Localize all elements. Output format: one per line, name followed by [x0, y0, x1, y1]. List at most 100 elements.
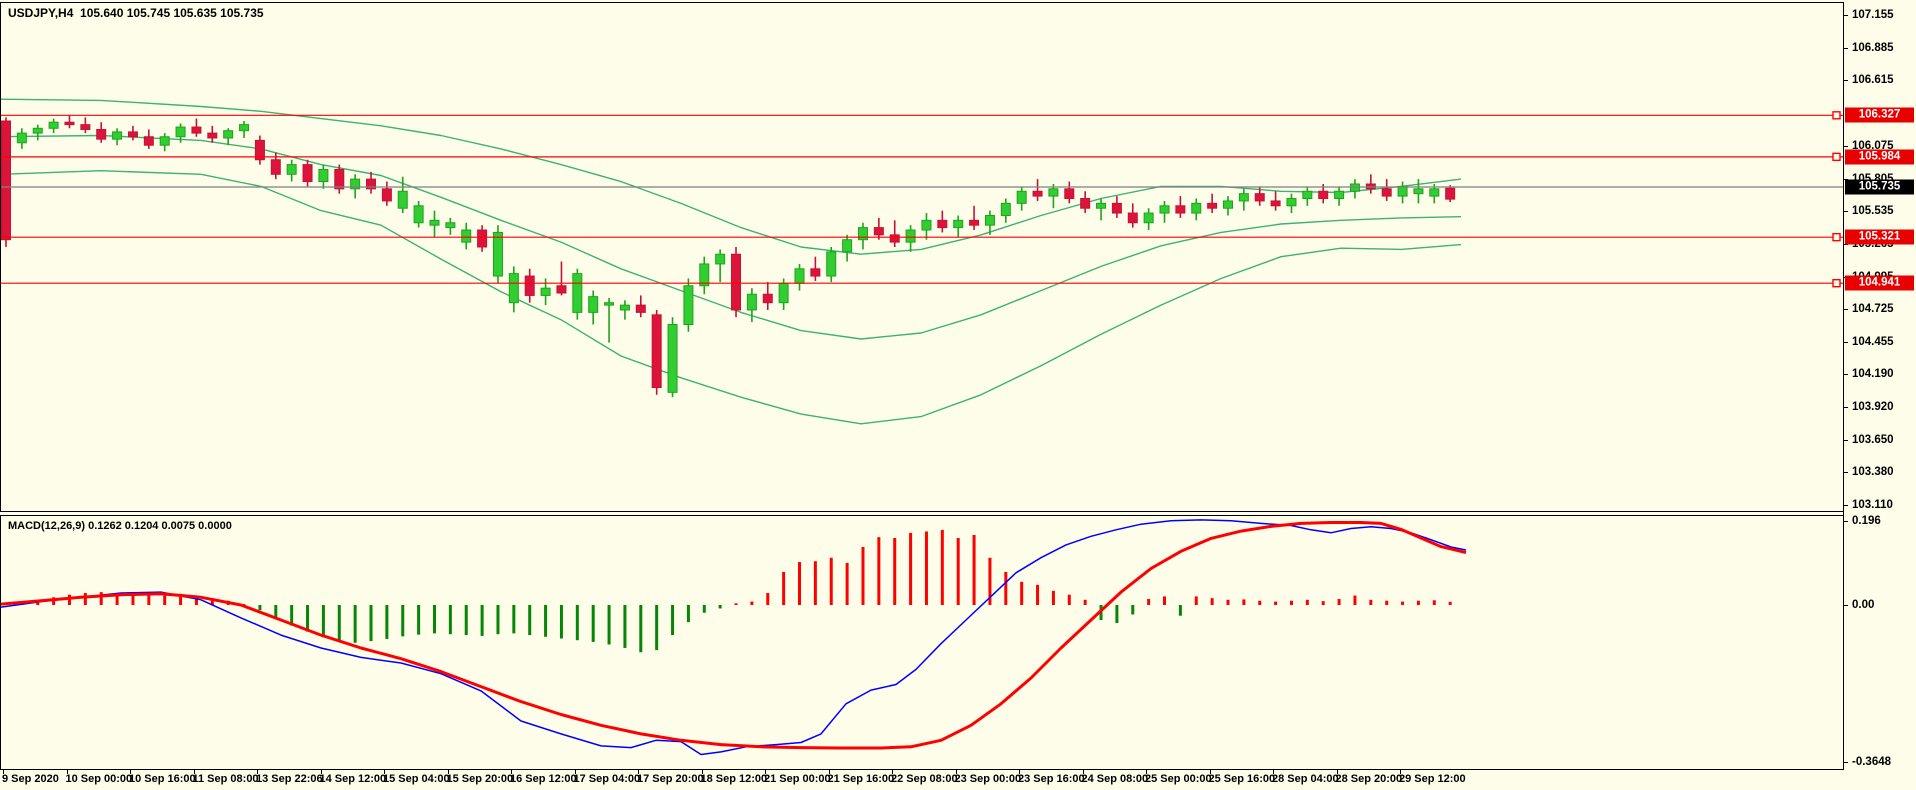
- price-level-marker: [1832, 278, 1841, 288]
- bull-candle-body: [175, 126, 186, 138]
- macd-indicator-panel[interactable]: [0, 515, 1844, 770]
- bull-candle-body: [429, 219, 440, 226]
- bollinger-lower-band: [1, 169, 1462, 425]
- bear-candle-body: [207, 132, 218, 139]
- bear-candle-body: [366, 178, 377, 190]
- time-axis-label: 10 Sep 16:00: [129, 773, 196, 785]
- bull-candle-body: [826, 251, 837, 277]
- price-axis-label: 104.455: [1852, 336, 1894, 348]
- price-axis-label: 106.885: [1852, 42, 1894, 54]
- bear-candle-body: [1080, 198, 1091, 209]
- bear-candle-body: [1318, 190, 1329, 200]
- bull-candle-body: [778, 282, 789, 304]
- time-axis-label: 28 Sep 20:00: [1335, 773, 1403, 785]
- price-axis-label: 103.110: [1852, 499, 1893, 511]
- current-price-label-box: 105.735: [1845, 179, 1914, 195]
- macd-signal-line: [1, 521, 1467, 750]
- price-axis-label: 104.725: [1852, 303, 1894, 315]
- bull-candle-body: [857, 227, 868, 241]
- price-axis-border: [1843, 2, 1844, 770]
- price-level-label-box: 105.984: [1845, 149, 1914, 165]
- macd-chart-canvas[interactable]: [1, 516, 1844, 769]
- bear-candle-body: [651, 314, 662, 388]
- price-axis-tick: [1844, 406, 1848, 408]
- price-axis-tick: [1844, 210, 1848, 212]
- time-axis-tick: [1209, 770, 1211, 774]
- price-level-marker: [1832, 232, 1841, 242]
- price-level-marker: [1832, 152, 1841, 162]
- bull-candle-body: [1143, 212, 1154, 224]
- bear-candle-body: [1175, 205, 1186, 214]
- macd-axis-label: 0.00: [1852, 599, 1875, 611]
- bull-candle-body: [683, 285, 694, 326]
- bull-candle-body: [984, 214, 995, 226]
- price-level-marker: [1832, 111, 1841, 120]
- bull-candle-body: [699, 263, 710, 287]
- bull-candle-body: [1413, 188, 1424, 195]
- bear-candle-body: [1032, 190, 1043, 197]
- price-axis-label: 104.190: [1852, 368, 1894, 380]
- bull-candle-body: [905, 229, 916, 243]
- time-axis-label: 25 Sep 00:00: [1145, 773, 1212, 785]
- price-axis-label: 107.155: [1852, 9, 1894, 21]
- chart-title: USDJPY,H4 105.640 105.745 105.635 105.73…: [8, 6, 264, 20]
- time-axis-label: 24 Sep 08:00: [1081, 773, 1149, 785]
- bull-candle-body: [1048, 188, 1059, 197]
- bear-candle-body: [556, 285, 567, 294]
- time-axis-tick: [892, 770, 893, 774]
- time-axis-tick: [1082, 770, 1084, 774]
- macd-indicator-label: MACD(12,26,9) 0.1262 0.1204 0.0075 0.000…: [8, 520, 232, 532]
- time-axis-label: 17 Sep 04:00: [573, 773, 641, 785]
- time-axis-tick: [447, 770, 449, 774]
- time-axis-tick: [130, 770, 131, 774]
- price-axis-label: 103.650: [1852, 434, 1894, 446]
- time-axis-label: 28 Sep 04:00: [1272, 773, 1339, 785]
- price-axis-tick: [1844, 520, 1848, 522]
- price-axis-tick: [1844, 145, 1848, 147]
- price-level-label-box: 106.327: [1845, 107, 1914, 123]
- bull-candle-body: [16, 132, 27, 144]
- time-axis-tick: [320, 770, 322, 774]
- time-axis-label: 22 Sep 08:00: [891, 773, 958, 785]
- bear-candle-body: [96, 128, 107, 140]
- bear-candle-body: [635, 304, 646, 313]
- macd-line: [1, 519, 1467, 756]
- bull-candle-body: [1286, 198, 1297, 207]
- bear-candle-body: [937, 219, 948, 229]
- bull-candle-body: [1429, 188, 1440, 197]
- price-axis-tick: [1844, 471, 1848, 473]
- time-axis-tick: [828, 770, 830, 774]
- time-axis-label: 18 Sep 12:00: [700, 773, 768, 785]
- bull-candle-body: [540, 287, 551, 296]
- time-axis-label: 29 Sep 12:00: [1399, 773, 1466, 785]
- price-chart-canvas[interactable]: [1, 3, 1844, 511]
- time-axis-tick: [638, 770, 639, 774]
- macd-axis-label: 0.196: [1852, 515, 1881, 527]
- bull-candle-body: [461, 229, 472, 243]
- price-axis-tick: [1844, 341, 1848, 343]
- bull-candle-body: [48, 121, 59, 129]
- bull-candle-body: [1000, 202, 1011, 216]
- bear-candle-body: [1254, 193, 1265, 202]
- bear-candle-body: [524, 275, 535, 296]
- price-axis-tick: [1844, 308, 1848, 310]
- time-axis-tick: [1273, 770, 1274, 774]
- time-axis-tick: [1146, 770, 1147, 774]
- bear-candle-body: [1, 120, 11, 241]
- bear-candle-body: [302, 164, 313, 183]
- price-axis-tick: [1844, 504, 1848, 506]
- macd-axis-label: -0.3648: [1852, 756, 1892, 768]
- bull-candle-body: [1191, 202, 1202, 214]
- bull-candle-body: [492, 231, 503, 277]
- bull-candle-body: [667, 324, 678, 393]
- price-chart-panel[interactable]: [0, 2, 1844, 512]
- bear-candle-body: [1365, 183, 1376, 190]
- bear-candle-body: [1381, 188, 1392, 197]
- time-axis-label: 25 Sep 16:00: [1208, 773, 1276, 785]
- bull-candle-body: [921, 219, 932, 231]
- price-axis-tick: [1844, 79, 1848, 81]
- time-axis-tick: [257, 770, 258, 774]
- bull-candle-body: [1222, 200, 1233, 209]
- bull-candle-body: [953, 219, 964, 229]
- time-axis-tick: [1336, 770, 1338, 774]
